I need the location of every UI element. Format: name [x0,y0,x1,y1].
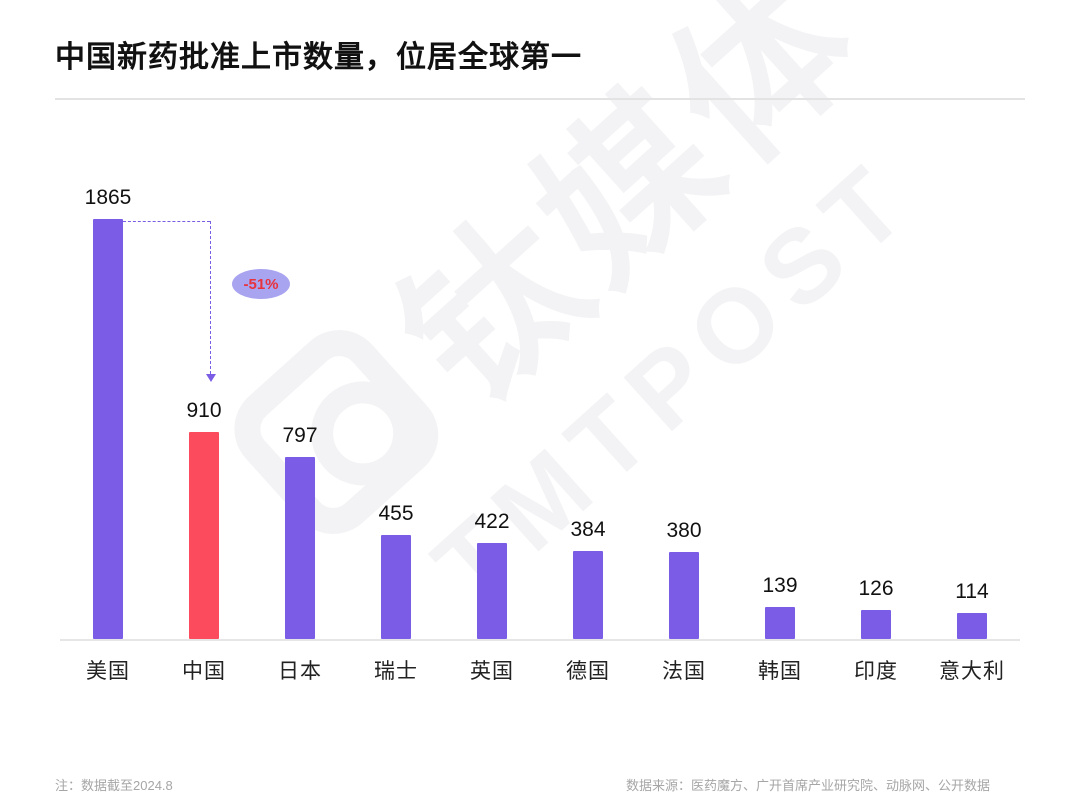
value-label: 380 [666,519,702,542]
bar-column: 455 [348,186,444,639]
category-labels: 美国 中国 日本 瑞士 英国 德国 法国 韩国 印度 意大利 [60,655,1020,685]
value-label: 114 [955,580,989,603]
footer-note: 注：数据截至2024.8 [55,778,173,793]
category-label: 英国 [470,660,514,683]
bar-column: 910 [156,186,252,639]
bar-column: 797 [252,186,348,639]
bar-column: 1865 [60,186,156,639]
value-label: 139 [762,574,798,597]
header: 中国新药批准上市数量，位居全球第一 [0,0,1080,100]
bar [477,543,507,639]
footer: 注：数据截至2024.8 数据来源：医药魔方、广开首席产业研究院、动脉网、公开数… [55,775,990,794]
category-label: 瑞士 [374,660,418,683]
bar [669,552,699,639]
title-divider [55,98,1025,100]
bar-column: 380 [636,186,732,639]
bar [765,607,795,639]
category-label: 美国 [86,660,130,683]
bar-group: 1865 910 797 455 422 384 380 139 126 114 [60,186,1020,641]
value-label: 1865 [84,186,132,209]
value-label: 126 [858,577,894,600]
category-label: 意大利 [939,660,1005,683]
bar-column: 126 [828,186,924,639]
chart-area: 1865 910 797 455 422 384 380 139 126 114 美国 中国 日本 瑞士… [60,186,1020,685]
value-label: 455 [378,502,414,525]
bar [957,613,987,639]
bar-column: 384 [540,186,636,639]
bar-column: 114 [924,186,1020,639]
category-label: 中国 [182,660,226,683]
bar [573,551,603,639]
page-title: 中国新药批准上市数量，位居全球第一 [55,41,582,74]
bar-column: 139 [732,186,828,639]
category-label: 印度 [854,660,898,683]
value-label: 797 [282,424,318,447]
bar [381,535,411,639]
footer-source: 数据来源：医药魔方、广开首席产业研究院、动脉网、公开数据 [625,778,990,793]
category-label: 德国 [566,660,610,683]
category-label: 日本 [278,660,322,683]
bar-column: 422 [444,186,540,639]
category-label: 法国 [662,660,706,683]
bar [189,432,219,639]
value-label: 910 [186,399,222,422]
bar [93,219,123,639]
bar [861,610,891,639]
value-label: 384 [570,518,606,541]
value-label: 422 [474,510,510,533]
bar [285,457,315,639]
category-label: 韩国 [758,660,802,683]
